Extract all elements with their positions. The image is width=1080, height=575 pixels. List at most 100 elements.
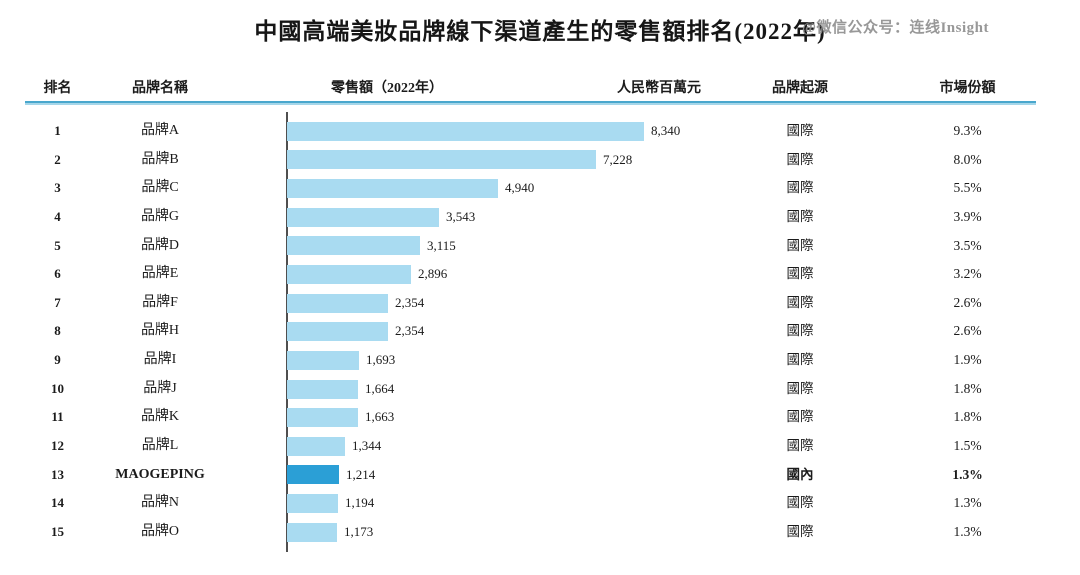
bar	[287, 436, 345, 456]
origin-cell: 國際	[786, 237, 814, 253]
table-row: 10 品牌J 1,664 國際 1.8%	[0, 375, 1080, 404]
share-cell: 1.9%	[953, 352, 982, 368]
table-row: 9 品牌I 1,693 國際 1.9%	[0, 346, 1080, 375]
bar-highlight	[287, 465, 339, 485]
bar	[287, 236, 420, 256]
brand-cell: 品牌A	[140, 123, 180, 138]
table-row: 13 MAOGEPING 1,214 國內 1.3%	[0, 461, 1080, 490]
rank-cell: 12	[51, 438, 64, 454]
brand-cell: MAOGEPING	[115, 466, 205, 482]
origin-cell: 國際	[786, 123, 814, 138]
rank-cell: 11	[51, 409, 64, 425]
origin-cell: 國際	[786, 294, 814, 310]
header-rule	[25, 101, 1036, 105]
brand-cell: 品牌D	[140, 237, 180, 253]
origin-cell: 國際	[786, 352, 814, 368]
table-row: 12 品牌L 1,344 國際 1.5%	[0, 432, 1080, 461]
bar	[287, 350, 359, 370]
bar-value-label: 2,896	[418, 266, 448, 282]
rank-cell: 15	[51, 523, 64, 539]
bar	[287, 121, 644, 141]
bar	[287, 408, 358, 428]
rank-cell: 14	[51, 495, 64, 511]
rank-cell: 7	[54, 294, 61, 310]
brand-cell: 品牌I	[143, 352, 177, 368]
bar-value-label: 3,543	[446, 208, 476, 224]
rank-cell: 9	[54, 352, 61, 368]
ranking-rows: 1 品牌A 8,340 國際 9.3% 2 品牌B 7,228 國際 8.0% 3 品牌C 4,940 國…	[0, 117, 1080, 547]
bar	[287, 293, 388, 313]
rank-cell: 3	[54, 180, 61, 196]
bar-value-label: 3,115	[427, 237, 456, 253]
brand-cell: 品牌H	[140, 323, 180, 339]
origin-cell: 國際	[786, 151, 814, 167]
column-header-brand: 品牌名稱	[132, 81, 188, 96]
bar-value-label: 8,340	[651, 123, 681, 138]
table-row: 11 品牌K 1,663 國際 1.8%	[0, 403, 1080, 432]
bar	[287, 207, 439, 227]
column-header-origin: 品牌起源	[772, 81, 828, 96]
bar-value-label: 1,173	[344, 523, 374, 539]
rank-cell: 13	[51, 466, 64, 482]
bar	[287, 522, 337, 542]
origin-cell: 國際	[786, 409, 814, 425]
column-header-unit: 人民幣百萬元	[617, 81, 701, 96]
bar-value-label: 4,940	[505, 180, 535, 196]
bar-value-label: 1,693	[366, 352, 396, 368]
table-row: 8 品牌H 2,354 國際 2.6%	[0, 317, 1080, 346]
brand-cell: 品牌B	[141, 151, 179, 167]
origin-cell: 國際	[786, 523, 814, 539]
table-row: 14 品牌N 1,194 國際 1.3%	[0, 489, 1080, 518]
table-row: 5 品牌D 3,115 國際 3.5%	[0, 232, 1080, 261]
bar	[287, 494, 338, 514]
origin-cell: 國際	[786, 438, 814, 454]
bar-value-label: 1,664	[365, 380, 395, 396]
rank-cell: 4	[54, 208, 61, 224]
brand-cell: 品牌E	[141, 266, 179, 282]
share-cell: 3.5%	[953, 237, 982, 253]
share-cell: 5.5%	[953, 180, 982, 196]
rank-cell: 10	[51, 380, 64, 396]
table-row: 4 品牌G 3,543 國際 3.9%	[0, 203, 1080, 232]
brand-cell: 品牌L	[141, 438, 179, 454]
table-row: 7 品牌F 2,354 國際 2.6%	[0, 289, 1080, 318]
share-cell: 1.3%	[952, 466, 983, 482]
brand-cell: 品牌C	[141, 180, 179, 196]
share-cell: 3.9%	[953, 208, 982, 224]
watermark-text: @微信公众号：连线Insight	[802, 20, 989, 36]
bar	[287, 265, 411, 284]
bar-value-label: 1,194	[345, 495, 375, 511]
origin-cell: 國際	[786, 323, 814, 339]
bar-value-label: 1,663	[365, 409, 395, 425]
share-cell: 2.6%	[953, 294, 982, 310]
brand-cell: 品牌G	[140, 208, 180, 224]
bar	[287, 150, 596, 170]
bar	[287, 322, 388, 342]
bar-value-label: 2,354	[395, 294, 425, 310]
rank-cell: 8	[54, 323, 61, 339]
share-cell: 1.8%	[953, 380, 982, 396]
rank-cell: 6	[54, 266, 61, 282]
share-cell: 1.3%	[953, 495, 982, 511]
origin-cell: 國際	[786, 208, 814, 224]
page-title: 中國高端美妝品牌線下渠道產生的零售額排名(2022年)	[254, 19, 826, 44]
bar-value-label: 1,344	[352, 438, 382, 454]
origin-cell: 國內	[786, 466, 814, 482]
share-cell: 1.5%	[953, 438, 982, 454]
brand-cell: 品牌F	[142, 294, 178, 310]
bar	[287, 179, 498, 199]
brand-cell: 品牌K	[140, 409, 180, 425]
share-cell: 3.2%	[953, 266, 982, 282]
bar-value-label: 1,214	[346, 466, 376, 482]
share-cell: 1.3%	[953, 523, 982, 539]
origin-cell: 國際	[786, 266, 814, 282]
brand-cell: 品牌N	[140, 495, 180, 511]
share-cell: 9.3%	[953, 123, 982, 138]
table-row: 15 品牌O 1,173 國際 1.3%	[0, 518, 1080, 547]
bar-value-label: 2,354	[395, 323, 425, 339]
table-row: 1 品牌A 8,340 國際 9.3%	[0, 117, 1080, 146]
bar-value-label: 7,228	[603, 151, 633, 167]
table-row: 3 品牌C 4,940 國際 5.5%	[0, 174, 1080, 203]
brand-cell: 品牌J	[143, 380, 177, 396]
